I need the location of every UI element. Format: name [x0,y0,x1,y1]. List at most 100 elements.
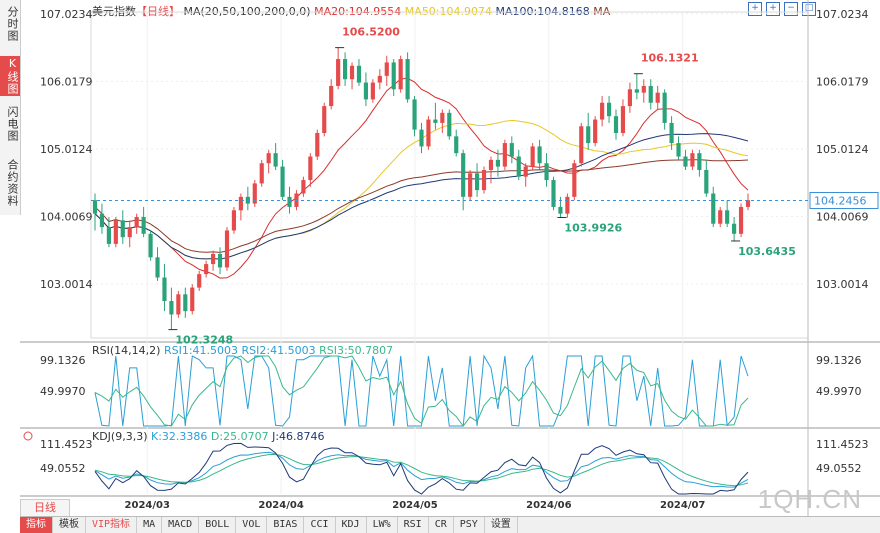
candle-body [704,169,709,194]
kdj-k-line [94,451,749,488]
candle-body [690,153,695,167]
candle-body [141,217,146,234]
y-tick-label-right: 104.0069 [816,211,869,224]
tab-ma[interactable]: MA [137,517,163,533]
candle-body [308,156,313,181]
candle-body [600,102,605,120]
candle-body [745,200,751,207]
candle-body [391,62,396,90]
candle-body [468,173,473,197]
candle-body [384,62,389,76]
candle-body [732,223,737,234]
tab-rsi[interactable]: RSI [398,517,429,533]
candle-body [162,277,167,302]
ma100-line [94,133,749,260]
candle-body [454,136,459,154]
zoom-in-icon[interactable]: + [766,2,780,16]
crosshair-icon[interactable]: + [748,2,762,16]
low-annotation: 103.9926 [564,222,622,235]
tab-template[interactable]: 模板 [53,517,86,533]
period-button[interactable]: 日线 [20,499,70,517]
candle-body [377,75,382,83]
tab-boll[interactable]: BOLL [199,517,237,533]
candle-body [725,210,730,224]
tab-lw[interactable]: LW% [367,517,398,533]
candle-body [92,200,98,214]
tab-psy[interactable]: PSY [454,517,485,533]
watermark: 1QH.CN [757,484,862,514]
candle-body [537,146,542,164]
candle-body [224,230,230,268]
kdj-tick-label-right: 49.0552 [816,462,862,475]
current-price-label: 104.2456 [814,195,867,208]
candle-body [558,206,563,214]
candle-body [551,180,556,207]
y-tick-label-left: 106.0179 [40,75,93,88]
candle-body [329,85,334,107]
tab-bias[interactable]: BIAS [267,517,305,533]
tab-settings[interactable]: 设置 [485,517,518,533]
candle-body [197,274,202,288]
tab-cci[interactable]: CCI [304,517,336,533]
candle-body [190,287,195,312]
fullscreen-icon[interactable]: □ [802,2,816,16]
candle-body [565,196,570,214]
candle-body [183,294,188,312]
y-tick-label-right: 105.0124 [816,143,869,156]
tab-contract-info[interactable]: 合约资料 [6,159,19,207]
candle-body [356,65,362,83]
candle-body [120,220,125,238]
candle-body [419,129,424,147]
ma200-line [94,159,749,253]
candle-body [426,119,431,147]
x-tick-label: 2024/06 [526,500,571,511]
candle-body [343,59,348,80]
zoom-out-icon[interactable]: − [784,2,798,16]
current-price-box [809,192,879,210]
kdj-tick-label-left: 49.0552 [40,462,86,475]
candle-body [148,233,153,258]
rsi-header: RSI(14,14,2) RSI1:41.5003 RSI2:41.5003 R… [92,344,393,357]
tab-vol[interactable]: VOL [236,517,268,533]
sidebar: 分时图 K线图 闪电图 合约资料 [0,0,21,215]
candle-body [238,196,243,211]
y-tick-label-left: 103.0014 [40,278,93,291]
candle-body [683,156,688,167]
candle-body [474,173,480,191]
kdj-k-value: K:32.3386 [151,430,208,443]
candle-body [502,143,507,167]
candle-body [273,153,278,167]
candle-body [711,193,716,224]
rsi-tick-label-left: 99.1326 [40,354,86,367]
candle-body [231,210,237,231]
candle-body [676,143,681,157]
tab-macd[interactable]: MACD [162,517,200,533]
rsi1-value: RSI1:41.5003 [163,344,239,357]
tab-cr[interactable]: CR [429,517,454,533]
candle-body [613,116,619,133]
kdj-j-line [94,442,749,495]
candle-body [336,59,341,86]
candle-body [252,183,257,204]
candle-body [287,196,292,207]
tab-kline[interactable]: K线图 [0,56,20,96]
candle-body [113,220,118,244]
candle-body [516,156,521,177]
x-tick-label: 2024/05 [392,500,437,511]
rsi2-value: RSI2:41.5003 [241,344,316,357]
candle-body [530,146,535,167]
tab-flash[interactable]: 闪电图 [6,106,19,142]
indicator-tab-bar: 指标 模板 VIP指标 MA MACD BOLL VOL BIAS CCI KD… [20,516,880,533]
candle-body [481,169,487,191]
candle-body [697,153,702,170]
tab-indicator[interactable]: 指标 [20,517,53,533]
tab-kdj[interactable]: KDJ [336,517,367,533]
tab-vip-indicator[interactable]: VIP指标 [86,517,138,533]
tab-timeshare[interactable]: 分时图 [6,6,19,42]
candle-body [280,166,285,197]
y-tick-label-right: 106.0179 [816,75,869,88]
candle-body [544,163,549,181]
candle-body [593,119,598,144]
rsi1-line [94,354,749,427]
